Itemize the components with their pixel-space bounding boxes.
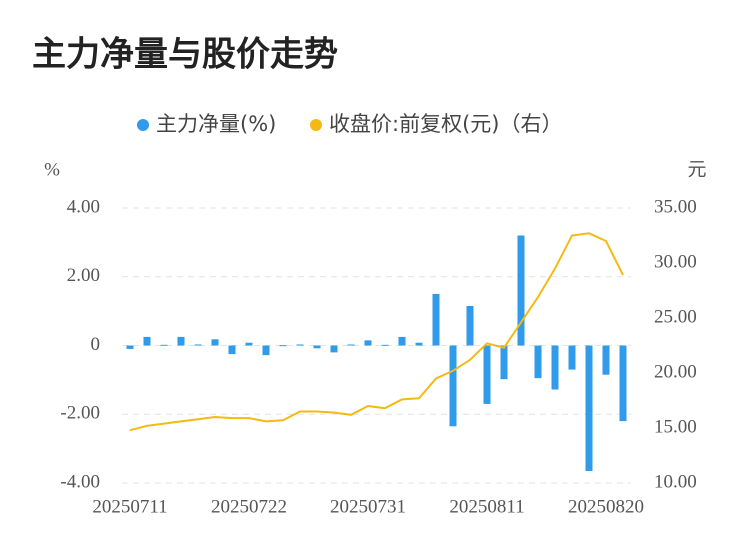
bar [313,345,321,349]
bar [296,344,304,346]
legend-marker [310,119,322,131]
y2-tick-label: 30.00 [654,251,697,272]
bar [432,293,440,346]
x-tick-label: 20250711 [92,496,167,517]
price-line [129,232,624,432]
bar [262,345,270,356]
bar [466,305,474,346]
y-tick-label: -4.00 [60,471,100,492]
bar [143,336,151,346]
y2-unit: 元 [687,159,706,180]
bar [551,345,559,390]
y-tick-label: -2.00 [60,403,100,424]
bar [517,235,525,346]
bar [483,345,491,404]
bar [279,345,287,347]
bar [534,345,542,379]
bar [500,345,508,380]
chart-title: 主力净量与股价走势 [32,35,338,75]
bar [347,344,355,346]
bar [364,340,372,346]
bar [585,345,593,471]
legend-label: 主力净量(%) [156,112,276,136]
y-tick-label: 0 [91,334,101,355]
y2-tick-label: 25.00 [654,306,697,327]
x-tick-label: 20250722 [211,496,287,517]
legend-label: 收盘价:前复权(元)（右） [329,112,562,136]
y2-tick-label: 15.00 [654,416,697,437]
x-tick-label: 20250820 [568,496,644,517]
y-tick-label: 2.00 [67,265,100,286]
bar [449,345,457,427]
bar [330,345,338,353]
bar [126,345,134,349]
x-tick-label: 20250811 [449,496,524,517]
bar [228,345,236,355]
y2-tick-label: 10.00 [654,471,697,492]
y2-tick-label: 20.00 [654,361,697,382]
bar [415,342,423,346]
bar [398,336,406,346]
bar [160,344,168,346]
bar [245,342,253,346]
bar [194,344,202,346]
x-tick-label: 20250731 [330,496,406,517]
bar [619,345,627,422]
y-unit: % [44,159,60,180]
bar [177,336,185,346]
bar [602,345,610,375]
bar [381,344,389,346]
y-tick-label: 4.00 [67,196,100,217]
bar [211,339,219,346]
y2-tick-label: 35.00 [654,196,697,217]
legend-marker [137,119,149,131]
bar [568,345,576,370]
